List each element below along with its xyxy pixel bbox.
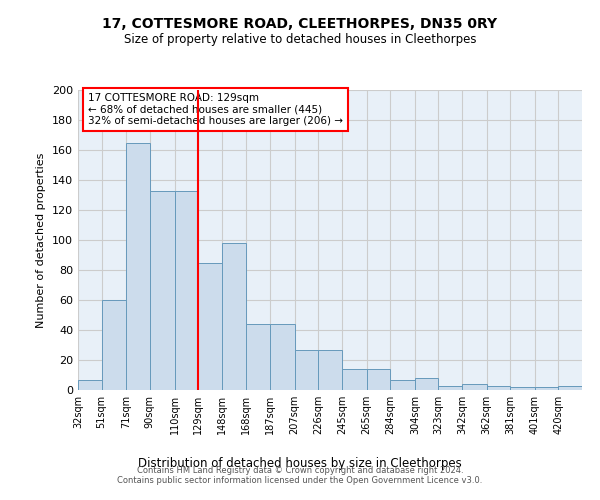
Bar xyxy=(150,190,175,390)
Bar xyxy=(198,262,221,390)
Text: Contains HM Land Registry data © Crown copyright and database right 2024.
Contai: Contains HM Land Registry data © Crown c… xyxy=(118,466,482,485)
Bar xyxy=(439,386,462,390)
Bar xyxy=(295,350,318,390)
Bar xyxy=(247,324,270,390)
Bar xyxy=(367,369,390,390)
Text: 17 COTTESMORE ROAD: 129sqm
← 68% of detached houses are smaller (445)
32% of sem: 17 COTTESMORE ROAD: 129sqm ← 68% of deta… xyxy=(88,93,343,126)
Text: Distribution of detached houses by size in Cleethorpes: Distribution of detached houses by size … xyxy=(138,458,462,470)
Bar xyxy=(175,190,198,390)
Y-axis label: Number of detached properties: Number of detached properties xyxy=(37,152,46,328)
Bar xyxy=(126,142,150,390)
Bar xyxy=(78,380,101,390)
Bar xyxy=(318,350,342,390)
Bar xyxy=(415,378,439,390)
Text: Size of property relative to detached houses in Cleethorpes: Size of property relative to detached ho… xyxy=(124,32,476,46)
Bar xyxy=(510,387,535,390)
Bar xyxy=(342,369,367,390)
Bar xyxy=(535,387,559,390)
Bar xyxy=(270,324,295,390)
Bar xyxy=(101,300,126,390)
Bar xyxy=(390,380,415,390)
Text: 17, COTTESMORE ROAD, CLEETHORPES, DN35 0RY: 17, COTTESMORE ROAD, CLEETHORPES, DN35 0… xyxy=(103,18,497,32)
Bar xyxy=(487,386,510,390)
Bar xyxy=(462,384,487,390)
Bar xyxy=(559,386,582,390)
Bar xyxy=(221,243,247,390)
